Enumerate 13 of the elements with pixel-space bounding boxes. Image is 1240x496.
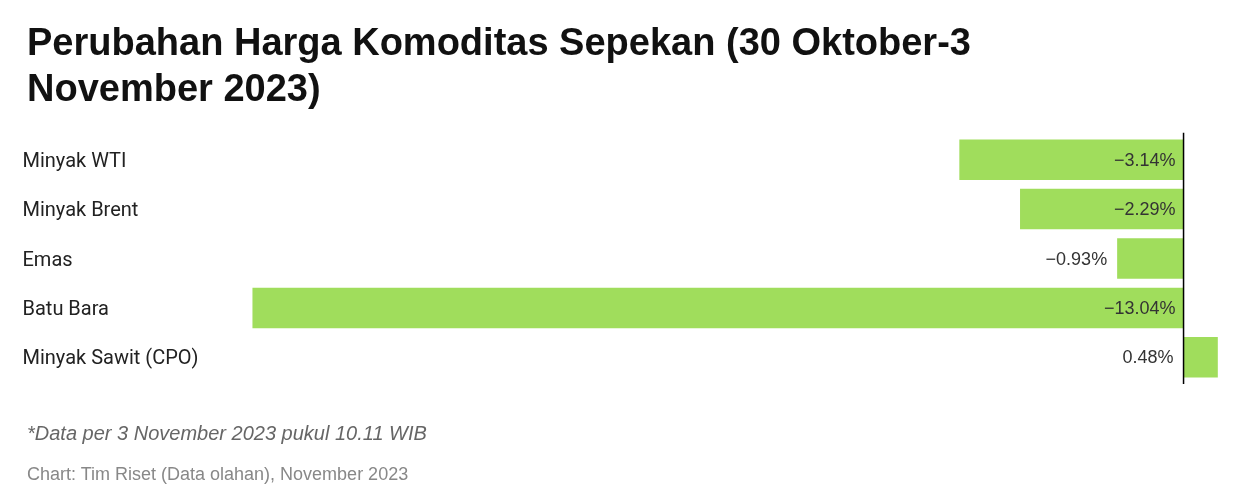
data-label: −13.04%	[1103, 297, 1176, 318]
chart-title: Perubahan Harga Komoditas Sepekan (30 Oktober-3 November 2023)	[27, 20, 972, 111]
y-tick-label: Emas	[22, 246, 73, 271]
data-label: 0.48%	[1122, 347, 1174, 368]
data-label: −3.14%	[1113, 149, 1176, 170]
text: *Data per 3 November 2023 pukul 10.11 WIB	[27, 421, 427, 446]
data-label: −2.29%	[1113, 199, 1176, 220]
y-tick-label: Minyak Brent	[22, 197, 139, 222]
y-tick-label: Batu Bara	[22, 295, 109, 320]
text: Chart: Tim Riset (Data olahan), November 2023	[27, 462, 409, 486]
data-label: −0.93%	[1045, 248, 1108, 269]
y-tick-label: Minyak Sawit (CPO)	[22, 345, 199, 370]
y-tick-label: Minyak WTI	[22, 147, 127, 172]
